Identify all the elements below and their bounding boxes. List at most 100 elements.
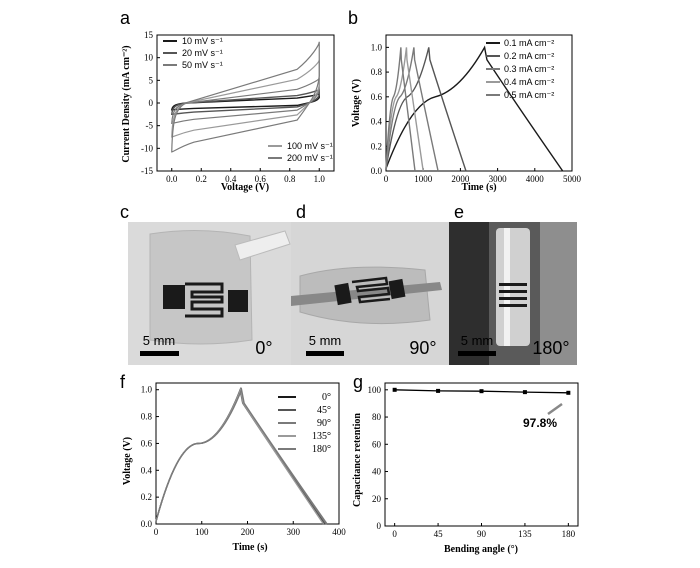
legend-label: 90° bbox=[317, 418, 331, 429]
y-tick-label: 15 bbox=[144, 30, 154, 40]
y-tick-label: 0.8 bbox=[141, 412, 153, 422]
panel-label-c: c bbox=[120, 202, 129, 222]
legend-label: 0.1 mA cm⁻² bbox=[504, 38, 554, 48]
photo-e-shadow bbox=[449, 222, 489, 365]
x-tick-label: 0.4 bbox=[225, 174, 237, 184]
gcd-curve-1 bbox=[385, 45, 564, 172]
photo-c-flat-device: 5 mm 0° bbox=[128, 222, 291, 365]
photo-e-bent-180: 5 mm 180° bbox=[449, 222, 577, 365]
panel-f-curves bbox=[155, 387, 328, 525]
photo-c-tweezer bbox=[234, 230, 291, 261]
x-tick-label: 100 bbox=[195, 527, 209, 537]
x-tick-label: 0.0 bbox=[166, 174, 178, 184]
x-tick-label: 45 bbox=[434, 529, 444, 539]
photo-e-stripe-4 bbox=[499, 304, 527, 307]
photo-c-scale-label: 5 mm bbox=[143, 333, 176, 348]
panel-f-bending-gcd-chart: 0 100 200 300 400 0.0 0.2 0.4 0.6 0.8 1.0 0° 45° 90°… bbox=[122, 382, 347, 553]
cv-curve-2 bbox=[170, 88, 320, 116]
photo-d-bent-90: 5 mm 90° bbox=[291, 222, 449, 365]
gcd-curve-5 bbox=[385, 47, 416, 172]
photo-c-scale-bar bbox=[140, 351, 179, 356]
panel-label-f: f bbox=[120, 372, 126, 392]
panel-a-xlabel: Voltage (V) bbox=[221, 182, 269, 193]
retention-point bbox=[479, 389, 484, 394]
photo-d-scale-bar bbox=[306, 351, 344, 356]
y-tick-label: -15 bbox=[141, 166, 153, 176]
panel-g-curves bbox=[392, 387, 571, 395]
panel-g-ylabel: Capacitance retention bbox=[352, 413, 363, 507]
photo-e-rod-shine bbox=[504, 228, 510, 346]
panel-g-ticks: 0 45 90 135 180 0 20 40 60 80 100 bbox=[368, 385, 576, 539]
x-tick-label: 180 bbox=[562, 529, 576, 539]
panel-g-xlabel: Bending angle (°) bbox=[444, 544, 518, 555]
y-tick-label: -10 bbox=[141, 143, 153, 153]
y-tick-label: 0.2 bbox=[371, 141, 382, 151]
panel-b-gcd-chart: 0 1000 2000 3000 4000 50000.00.20.40.60.81.0 … bbox=[351, 34, 582, 193]
panel-f-xlabel: Time (s) bbox=[232, 542, 267, 553]
y-tick-label: 0 bbox=[377, 521, 382, 531]
y-tick-label: 0 bbox=[149, 98, 154, 108]
panel-b-curves bbox=[385, 45, 564, 172]
panel-b-ylabel: Voltage (V) bbox=[351, 79, 362, 127]
legend-label: 50 mV s⁻¹ bbox=[182, 60, 223, 70]
panel-a-legend: 10 mV s⁻¹ 20 mV s⁻¹ 50 mV s⁻¹ 100 mV s⁻¹ 200… bbox=[163, 36, 333, 163]
legend-label: 135° bbox=[312, 431, 331, 442]
y-tick-label: 0.0 bbox=[371, 166, 383, 176]
legend-label: 20 mV s⁻¹ bbox=[182, 48, 223, 58]
x-tick-label: 5000 bbox=[563, 174, 582, 184]
legend-label: 10 mV s⁻¹ bbox=[182, 36, 223, 46]
x-tick-label: 0 bbox=[384, 174, 389, 184]
panel-a-cv-chart: 0.0 0.2 0.4 0.6 0.8 1.0 -15 -10 -5 0 5 10 15 10 mV s… bbox=[121, 30, 335, 193]
y-tick-label: 1.0 bbox=[141, 385, 153, 395]
photo-e-highlight bbox=[540, 222, 577, 365]
y-tick-label: 0.2 bbox=[141, 492, 152, 502]
panel-a-curves bbox=[170, 41, 320, 153]
cv-curve-5 bbox=[171, 41, 320, 153]
x-tick-label: 135 bbox=[518, 529, 532, 539]
panel-f-ticks: 0 100 200 300 400 0.0 0.2 0.4 0.6 0.8 1.0 bbox=[141, 385, 347, 537]
photo-c-electrode-right bbox=[228, 290, 248, 312]
panel-b-xlabel: Time (s) bbox=[461, 182, 496, 193]
y-tick-label: 0.0 bbox=[141, 519, 153, 529]
photo-d-scale-label: 5 mm bbox=[309, 333, 342, 348]
panel-g-frame bbox=[384, 382, 579, 527]
x-tick-label: 400 bbox=[332, 527, 346, 537]
photo-d-interdigitated-pattern bbox=[351, 276, 391, 304]
x-tick-label: 300 bbox=[287, 527, 301, 537]
photo-e-stripe-1 bbox=[499, 283, 527, 286]
legend-label: 0.4 mA cm⁻² bbox=[504, 77, 554, 87]
gcd-curve-5 bbox=[155, 387, 328, 525]
legend-label: 45° bbox=[317, 405, 331, 416]
photo-c-interdigitated-pattern bbox=[185, 282, 224, 318]
panel-f-ylabel: Voltage (V) bbox=[122, 437, 133, 485]
x-tick-label: 200 bbox=[241, 527, 255, 537]
y-tick-label: 0.4 bbox=[371, 117, 383, 127]
x-tick-label: 1000 bbox=[414, 174, 433, 184]
x-tick-label: 4000 bbox=[526, 174, 545, 184]
panel-label-a: a bbox=[120, 8, 131, 28]
photo-e-stripe-2 bbox=[499, 290, 527, 293]
y-tick-label: 80 bbox=[372, 412, 382, 422]
legend-label: 100 mV s⁻¹ bbox=[287, 141, 333, 151]
y-tick-label: 0.6 bbox=[371, 92, 383, 102]
retention-point bbox=[392, 387, 397, 392]
y-tick-label: 0.6 bbox=[141, 438, 153, 448]
y-tick-label: 20 bbox=[372, 494, 382, 504]
y-tick-label: 0.8 bbox=[371, 67, 383, 77]
panel-b-legend: 0.1 mA cm⁻² 0.2 mA cm⁻² 0.3 mA cm⁻² 0.4 mA … bbox=[486, 38, 554, 100]
legend-label: 0.3 mA cm⁻² bbox=[504, 64, 554, 74]
x-tick-label: 1.0 bbox=[314, 174, 326, 184]
retention-point bbox=[436, 388, 441, 393]
x-tick-label: 0.8 bbox=[284, 174, 296, 184]
x-tick-label: 2000 bbox=[451, 174, 470, 184]
panel-g-annotation: 97.8% bbox=[523, 416, 557, 430]
photo-d-electrode-left bbox=[334, 282, 352, 306]
panel-a-ticks: 0.0 0.2 0.4 0.6 0.8 1.0 -15 -10 -5 0 5 10 15 bbox=[141, 30, 325, 184]
y-tick-label: 0.4 bbox=[141, 465, 153, 475]
panel-g-retention-chart: 0 45 90 135 180 0 20 40 60 80 100 Bending angle (°… bbox=[352, 382, 579, 555]
x-tick-label: 0 bbox=[154, 527, 159, 537]
y-tick-label: 60 bbox=[372, 439, 382, 449]
photo-d-electrode-right bbox=[388, 278, 406, 300]
x-tick-label: 90 bbox=[477, 529, 487, 539]
